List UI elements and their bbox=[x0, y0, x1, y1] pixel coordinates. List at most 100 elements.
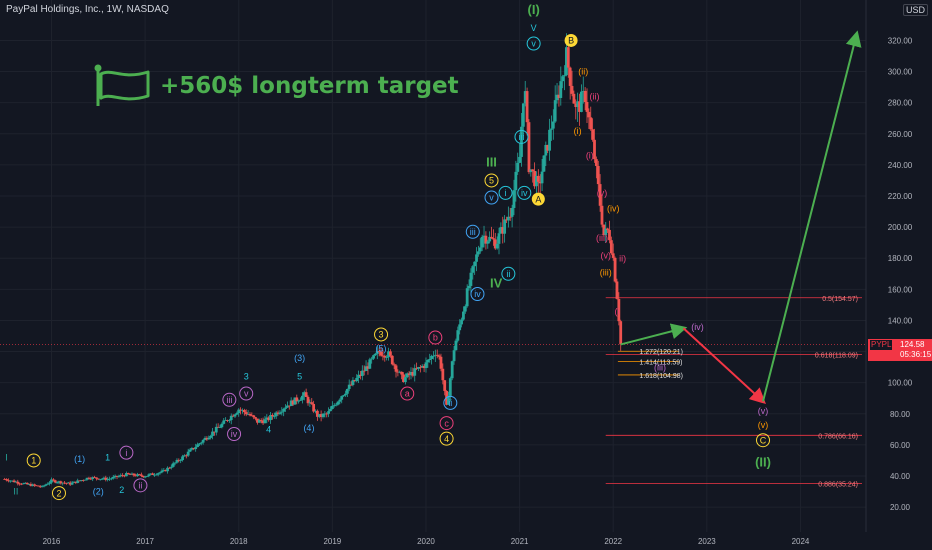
candle-body bbox=[35, 485, 38, 487]
wave-label: III bbox=[486, 154, 497, 169]
candle-body bbox=[377, 351, 381, 352]
wave-text: (i) bbox=[574, 126, 582, 136]
candle-body bbox=[366, 366, 370, 369]
wave-circle bbox=[439, 416, 454, 431]
candle-body bbox=[462, 311, 465, 320]
wave-text: C bbox=[760, 435, 767, 445]
wave-text: (v) bbox=[597, 188, 608, 198]
candle-body bbox=[209, 435, 213, 438]
candle-body bbox=[276, 412, 280, 414]
candle-body bbox=[542, 155, 546, 172]
candle-body bbox=[477, 251, 480, 255]
wave-text: ii) bbox=[619, 253, 626, 263]
wave-label: iv bbox=[517, 185, 532, 200]
wave-text: v bbox=[244, 389, 249, 399]
wave-label: 2 bbox=[51, 486, 66, 501]
candle-body bbox=[149, 473, 153, 475]
price-tag: PYPL 124.58 05:36:15 bbox=[868, 339, 932, 362]
fib-label: 0.5(154.57) bbox=[822, 296, 858, 303]
extension-label: 1.272(120.21) bbox=[639, 349, 683, 356]
wave-text: v bbox=[531, 39, 536, 49]
candle-body bbox=[501, 227, 505, 234]
candle-body bbox=[244, 412, 248, 415]
projection-arrow bbox=[762, 30, 862, 402]
candle-body bbox=[169, 466, 173, 468]
candle-body bbox=[72, 481, 76, 483]
y-tick-label: 20.00 bbox=[890, 503, 911, 512]
candle-body bbox=[520, 126, 523, 157]
wave-label: (II) bbox=[755, 455, 771, 470]
wave-circle-filled bbox=[564, 33, 578, 47]
wave-circle bbox=[439, 431, 454, 446]
candle-body bbox=[572, 93, 576, 104]
wave-circle bbox=[470, 287, 485, 301]
candle-body bbox=[160, 470, 164, 473]
candle-body bbox=[314, 410, 317, 412]
candle-body bbox=[304, 392, 308, 397]
wave-label: iii bbox=[465, 224, 480, 239]
candle-body bbox=[3, 479, 7, 480]
x-tick-label: 2016 bbox=[43, 537, 61, 546]
candle-body bbox=[220, 423, 224, 428]
candle-body bbox=[256, 418, 259, 423]
candle-body bbox=[411, 372, 415, 376]
candle-body bbox=[583, 90, 587, 103]
candle-body bbox=[87, 477, 91, 479]
candle-body bbox=[248, 413, 252, 416]
wave-text: (ii) bbox=[589, 92, 599, 102]
candle-body bbox=[315, 410, 319, 417]
x-axis-band bbox=[0, 532, 932, 550]
candle-body bbox=[598, 184, 602, 206]
wave-text: (2) bbox=[93, 487, 104, 497]
candle-body bbox=[349, 384, 353, 386]
wave-text: i bbox=[125, 448, 127, 458]
candle-body bbox=[44, 484, 48, 486]
wave-label: IV bbox=[490, 276, 503, 291]
candle-body bbox=[63, 482, 66, 484]
candle-body bbox=[22, 483, 25, 485]
candles bbox=[3, 33, 623, 488]
wave-text: iii bbox=[226, 395, 232, 405]
wave-label: 1 bbox=[105, 452, 110, 462]
candle-body bbox=[61, 482, 65, 484]
candle-body bbox=[379, 351, 383, 356]
wave-text: 5 bbox=[297, 372, 302, 382]
candle-body bbox=[227, 420, 231, 421]
candle-body bbox=[168, 467, 171, 469]
wave-text: (i) bbox=[586, 151, 594, 161]
wave-label: 3 bbox=[374, 327, 389, 342]
candle-body bbox=[557, 94, 561, 98]
candle-body bbox=[241, 409, 244, 411]
candle-body bbox=[370, 358, 374, 360]
candle-body bbox=[402, 374, 405, 383]
wave-text: (I) bbox=[528, 2, 540, 17]
y-tick-label: 60.00 bbox=[890, 441, 911, 450]
y-tick-label: 300.00 bbox=[888, 68, 913, 77]
candle-body bbox=[183, 455, 186, 457]
candle-body bbox=[482, 235, 486, 237]
candle-body bbox=[342, 395, 345, 397]
candle-body bbox=[615, 281, 619, 299]
candle-body bbox=[254, 417, 257, 419]
currency-badge[interactable]: USD bbox=[902, 4, 928, 16]
candle-body bbox=[211, 431, 214, 436]
candle-body bbox=[338, 399, 342, 402]
candle-body bbox=[321, 413, 325, 417]
candle-body bbox=[613, 257, 617, 282]
wave-circle bbox=[26, 453, 41, 468]
wave-text: III bbox=[486, 154, 497, 169]
candle-body bbox=[274, 412, 278, 417]
candle-body bbox=[188, 449, 192, 452]
candle-body bbox=[478, 247, 482, 252]
wave-label: (iii) bbox=[596, 233, 608, 243]
wave-text: (4) bbox=[303, 423, 314, 433]
wave-text: 1 bbox=[31, 456, 36, 466]
wave-text: ii bbox=[506, 269, 510, 279]
wave-label: (v) bbox=[597, 188, 608, 198]
candle-body bbox=[300, 395, 304, 400]
candle-body bbox=[561, 76, 565, 82]
candle-body bbox=[594, 159, 598, 166]
candle-body bbox=[396, 371, 400, 373]
